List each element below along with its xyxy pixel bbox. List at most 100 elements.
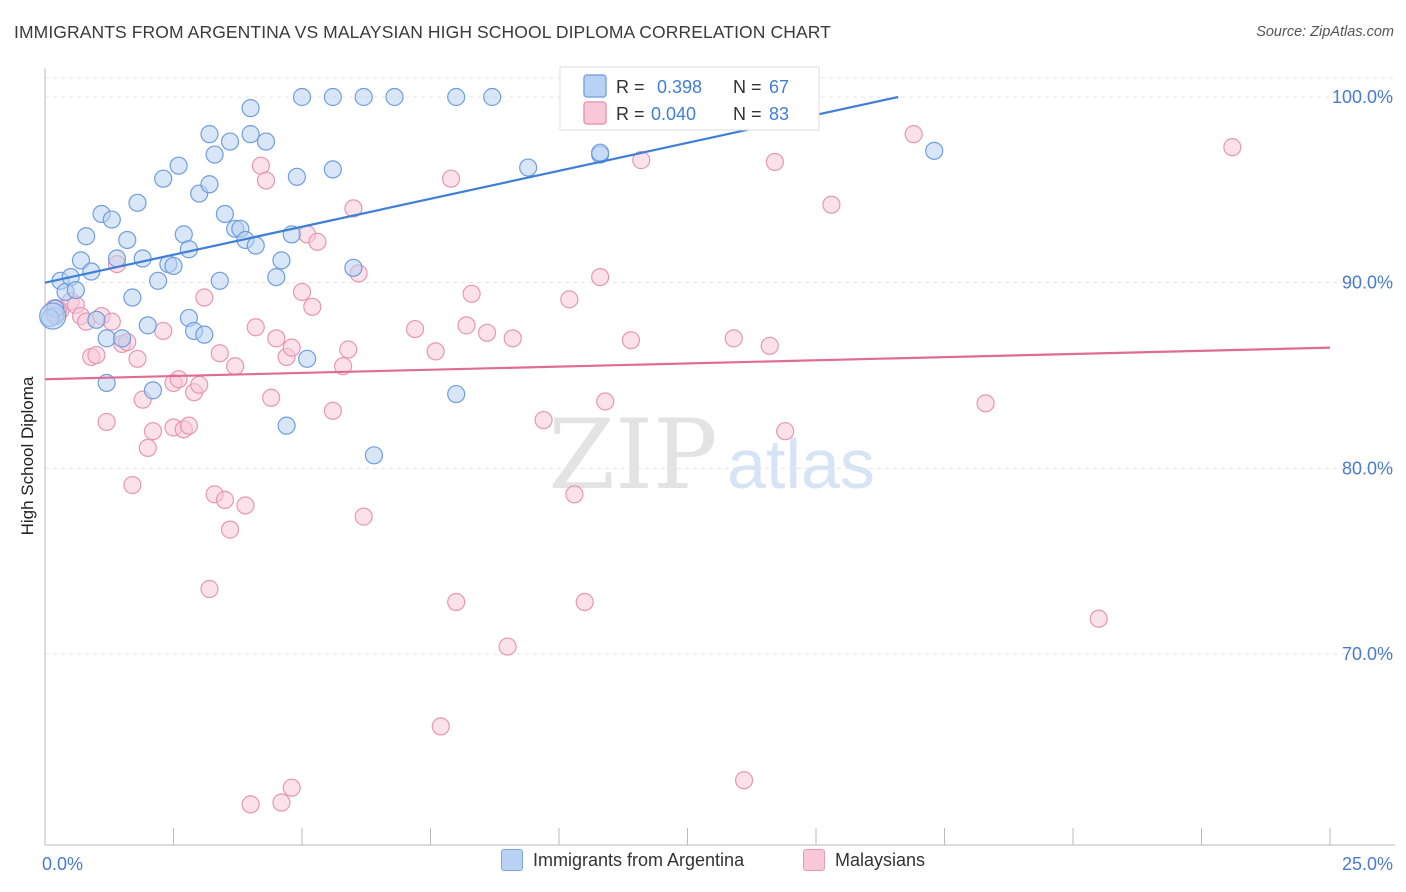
watermark-atlas: atlas: [727, 425, 875, 503]
argentina-point: [102, 210, 121, 229]
malaysians-point: [1223, 138, 1242, 157]
chart-title: IMMIGRANTS FROM ARGENTINA VS MALAYSIAN H…: [14, 22, 831, 42]
gridlines: [45, 77, 1395, 655]
malaysians-point: [267, 329, 286, 348]
argentina-point: [447, 87, 466, 107]
malaysians-point: [447, 592, 466, 612]
axes: [44, 68, 1395, 846]
argentina-point: [148, 271, 168, 290]
stats-n-label: N =: [733, 104, 762, 124]
malaysians-point: [724, 329, 743, 348]
y-tick-label: 90.0%: [1342, 273, 1393, 293]
malaysians-point: [308, 232, 327, 251]
argentina-point: [123, 288, 142, 307]
stats-swatch-pink: [583, 101, 607, 125]
stats-legend: R = 0.398 N = 67 R = 0.040 N = 83: [559, 66, 820, 131]
argentina-point: [107, 249, 127, 268]
legend-swatch-pink: [803, 849, 825, 871]
malaysians-point: [246, 318, 265, 337]
argentina-point: [143, 381, 163, 400]
malaysians-point: [575, 592, 594, 612]
malaysians-point: [169, 370, 188, 389]
argentina-point: [66, 280, 85, 300]
argentina-point: [354, 87, 373, 107]
legend-swatch-blue: [501, 849, 523, 871]
malaysians-point: [282, 778, 301, 797]
malaysians-point: [200, 579, 219, 599]
x-tick-label: 25.0%: [1342, 854, 1393, 874]
argentina-point: [246, 236, 265, 255]
malaysians-point: [822, 195, 841, 214]
malaysians-point: [405, 319, 425, 339]
argentina-point: [298, 349, 317, 368]
y-tick-label: 70.0%: [1342, 644, 1393, 664]
argentina-point: [97, 329, 116, 348]
tick-labels: 70.0% 80.0% 90.0% 100.0% 0.0% 25.0%: [42, 87, 1393, 874]
malaysians-point: [272, 793, 291, 812]
malaysians-point: [323, 401, 342, 420]
argentina-point: [215, 204, 234, 224]
argentina-point: [323, 87, 342, 107]
malaysians-point: [210, 344, 229, 363]
malaysians-point: [179, 416, 199, 435]
argentina-point: [292, 87, 312, 107]
legend-label-malaysians: Malaysians: [835, 849, 926, 870]
malaysians-point: [138, 438, 157, 458]
malaysians-point: [477, 323, 497, 342]
legend-item-malaysians: Malaysians: [803, 849, 925, 871]
argentina-point: [241, 99, 260, 118]
malaysians-point: [560, 290, 579, 309]
argentina-point: [154, 169, 173, 188]
argentina-point: [344, 258, 363, 277]
malaysians-point: [565, 485, 584, 504]
argentina-point: [77, 227, 96, 246]
argentina-point: [385, 87, 404, 107]
malaysians-point: [776, 422, 795, 441]
trend-line-malaysians: [44, 346, 1331, 381]
malaysians-point: [236, 496, 255, 515]
argentina-point: [205, 145, 224, 164]
malaysians-point: [334, 357, 353, 376]
malaysians-point: [220, 520, 240, 539]
malaysians-point: [282, 338, 301, 357]
stats-r-value: 0.040: [651, 104, 696, 124]
malaysians-point: [591, 267, 610, 287]
malaysians-point: [632, 151, 651, 170]
argentina-point: [272, 251, 291, 270]
argentina-point: [591, 143, 610, 162]
argentina-point: [323, 160, 342, 179]
argentina-point: [447, 384, 466, 404]
malaysians-point: [503, 329, 522, 348]
y-tick-label: 100.0%: [1332, 87, 1393, 107]
argentina-point: [483, 87, 502, 107]
malaysians-point: [904, 125, 923, 144]
stats-r-label: R =: [616, 104, 645, 124]
malaysians-point: [123, 475, 142, 495]
malaysians-point: [534, 410, 553, 430]
malaysians-point: [262, 388, 281, 407]
argentina-point: [267, 267, 286, 287]
malaysians-point: [760, 336, 779, 355]
stats-n-value: 83: [769, 104, 789, 124]
argentina-point: [200, 175, 219, 194]
series-legend: Immigrants from Argentina Malaysians: [0, 849, 1406, 879]
malaysians-point: [596, 392, 615, 411]
x-tick-label: 0.0%: [42, 854, 83, 874]
malaysians-point: [97, 412, 116, 432]
argentina-point: [118, 230, 137, 250]
argentina-point: [112, 329, 132, 348]
malaysians-point: [498, 637, 517, 656]
argentina-point: [200, 125, 219, 144]
argentina-point: [241, 125, 260, 144]
argentina-point: [128, 193, 147, 212]
y-tick-label: 80.0%: [1342, 458, 1393, 478]
malaysians-point: [457, 316, 476, 335]
malaysians-point: [303, 297, 322, 316]
argentina-point: [287, 167, 306, 186]
argentina-point: [195, 325, 214, 344]
argentina-point: [39, 302, 67, 330]
malaysians-point: [215, 490, 234, 509]
malaysians-point: [441, 169, 461, 188]
malaysians-point: [976, 394, 995, 413]
